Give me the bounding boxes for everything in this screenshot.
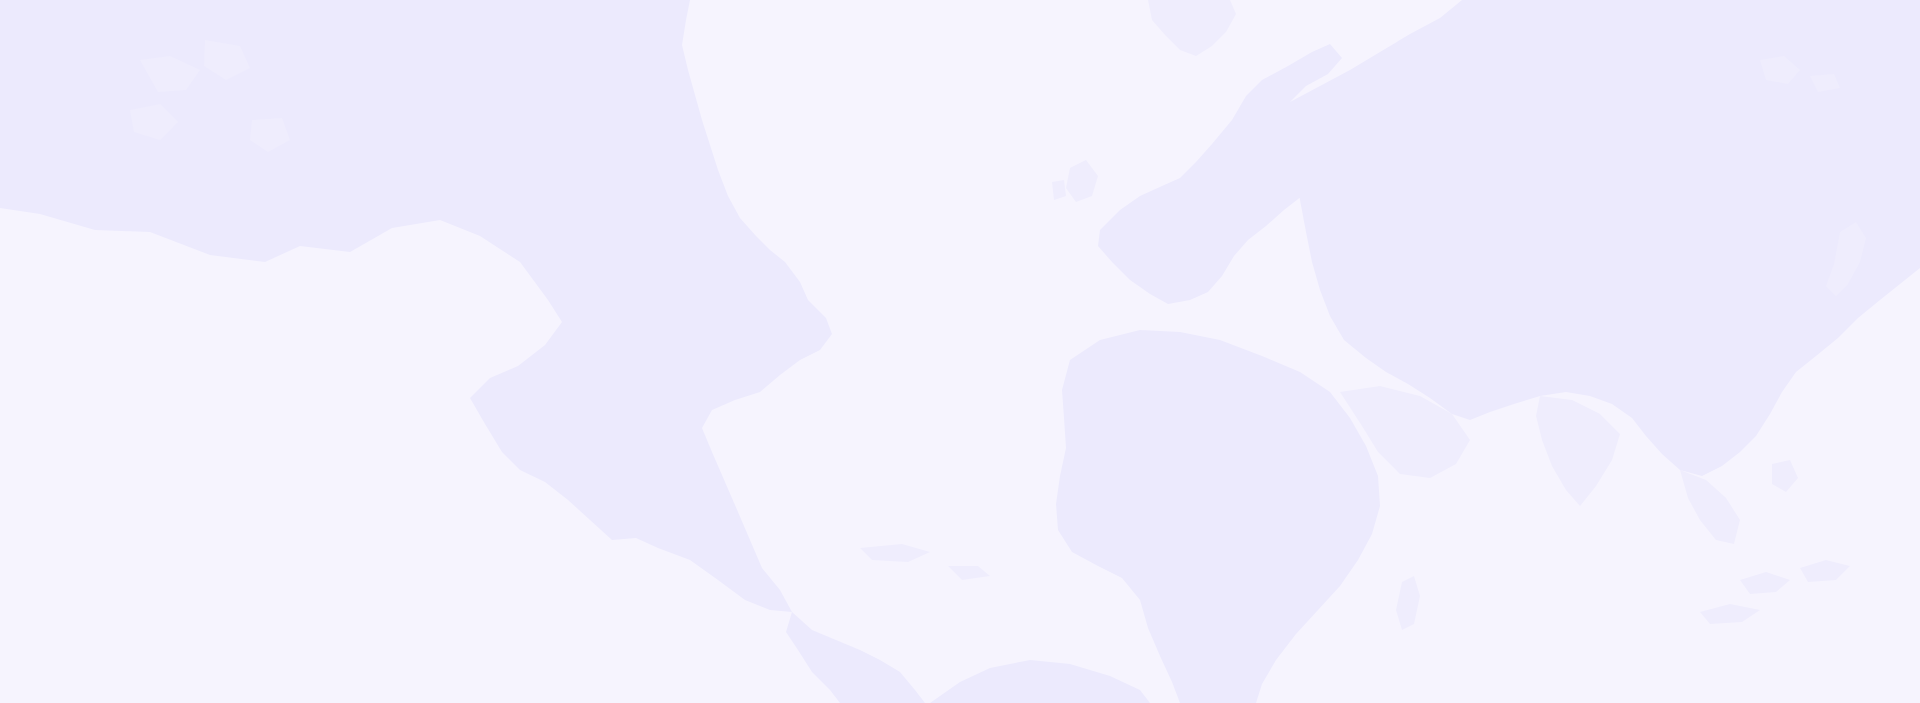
- europe-landmass: [1098, 44, 1342, 304]
- indonesia-islands: [1700, 460, 1850, 624]
- japan: [1826, 222, 1866, 296]
- canadian-islands: [130, 40, 290, 152]
- scandinavia: [1148, 0, 1236, 56]
- southeast-asia: [1680, 470, 1740, 544]
- caribbean-islands: [860, 544, 990, 580]
- north-pacific-islands: [1760, 56, 1840, 92]
- central-america-landmass: [786, 612, 925, 703]
- british-isles: [1052, 160, 1098, 202]
- indian-subcontinent: [1536, 396, 1620, 506]
- asia-landmass: [1290, 0, 1920, 476]
- south-america-landmass: [930, 660, 1150, 703]
- madagascar: [1396, 576, 1420, 630]
- arctic-islands: [240, 0, 622, 206]
- africa-landmass: [1056, 330, 1380, 703]
- arabian-peninsula: [1340, 386, 1470, 478]
- north-america-landmass: [0, 0, 832, 612]
